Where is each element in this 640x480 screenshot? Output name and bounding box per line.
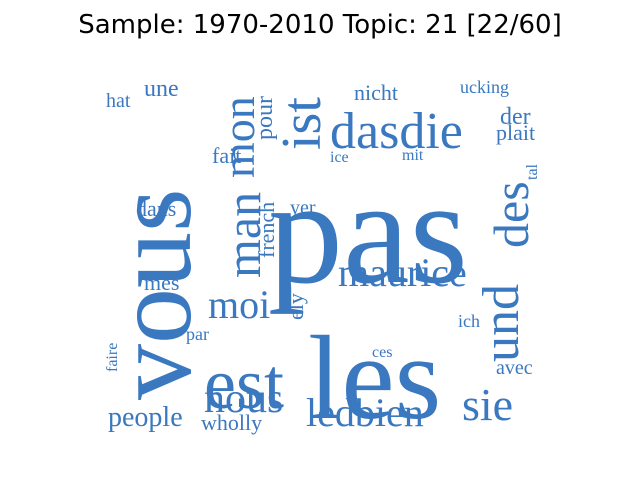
word-avec: avec xyxy=(496,357,533,379)
word-moi: moi xyxy=(208,282,270,327)
word-french: french xyxy=(254,202,279,258)
word-wholly: wholly xyxy=(201,410,262,435)
figure-title: Sample: 1970-2010 Topic: 21 [22/60] xyxy=(78,10,562,40)
word-pour: pour xyxy=(252,96,278,140)
word-sie: sie xyxy=(462,379,513,430)
word-dans: dans xyxy=(136,196,176,221)
word-plait: plait xyxy=(496,120,535,145)
word-des: des xyxy=(483,181,539,248)
word-fait: fait xyxy=(212,143,241,168)
word-people: people xyxy=(108,402,183,433)
word-mes: mes xyxy=(144,270,179,295)
word-une: une xyxy=(144,76,179,102)
word-ucking: ucking xyxy=(460,77,509,97)
word-und: und xyxy=(473,284,530,362)
word-mit: mit xyxy=(402,147,424,164)
word-dasdie: dasdie xyxy=(330,103,463,160)
word-man: man xyxy=(215,192,271,278)
word-ely: ely xyxy=(283,293,308,320)
word-par: par xyxy=(186,324,209,344)
word-ich: ich xyxy=(458,311,480,331)
word-pas: pas xyxy=(268,149,468,315)
word-ces: ces xyxy=(372,344,392,361)
word-ist: ist xyxy=(271,97,333,150)
word-ice: ice xyxy=(330,149,349,166)
word-der: der xyxy=(500,104,531,130)
word-nicht: nicht xyxy=(354,80,398,105)
word-maurice: maurice xyxy=(338,250,467,295)
word-mon: mon xyxy=(213,96,264,178)
word-est: est xyxy=(204,344,284,424)
word-les: les xyxy=(308,311,441,444)
word-ledbien: ledbien xyxy=(306,390,424,435)
word-hat: hat xyxy=(106,90,131,112)
word-yer: yer xyxy=(290,197,316,219)
word-faire: faire xyxy=(104,343,121,372)
word-tal: tal xyxy=(524,163,541,180)
word-nous: nous xyxy=(204,376,283,422)
word-vous: vous xyxy=(91,188,215,400)
